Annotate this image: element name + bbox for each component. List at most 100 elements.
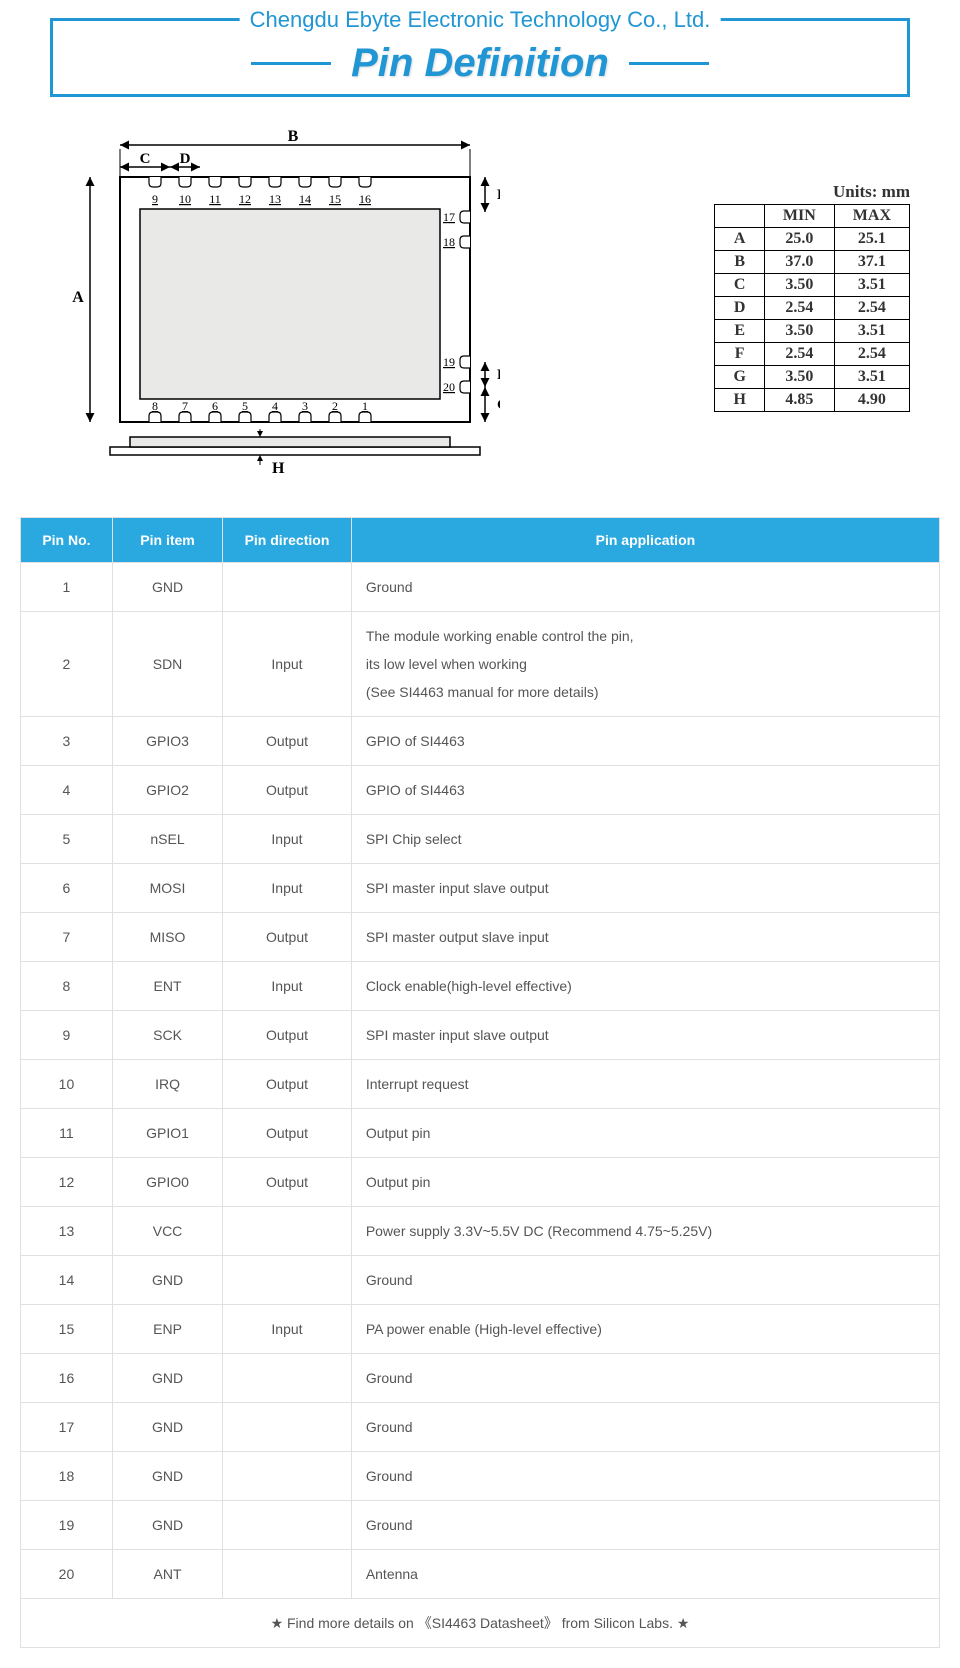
table-row: 14GNDGround: [21, 1256, 940, 1305]
dim-cell: 3.51: [834, 366, 909, 389]
pin-cell: Antenna: [351, 1550, 939, 1599]
dim-row: C3.503.51: [715, 274, 910, 297]
dim-cell: 37.0: [764, 251, 834, 274]
pin-cell: Output: [223, 717, 352, 766]
pin-cell: Ground: [351, 563, 939, 612]
table-row: 1GNDGround: [21, 563, 940, 612]
svg-text:17: 17: [443, 210, 455, 224]
pin-cell: [223, 1452, 352, 1501]
pin-cell: 19: [21, 1501, 113, 1550]
pin-header: Pin item: [112, 518, 222, 563]
table-row: 6MOSIInputSPI master input slave output: [21, 864, 940, 913]
dim-row: B37.037.1: [715, 251, 910, 274]
pin-cell: Power supply 3.3V~5.5V DC (Recommend 4.7…: [351, 1207, 939, 1256]
dim-cell: G: [715, 366, 764, 389]
pin-cell: Interrupt request: [351, 1060, 939, 1109]
dim-header: MAX: [834, 205, 909, 228]
pin-cell: PA power enable (High-level effective): [351, 1305, 939, 1354]
dim-cell: 2.54: [834, 297, 909, 320]
pin-cell: Input: [223, 815, 352, 864]
pin-cell: [223, 1207, 352, 1256]
svg-text:11: 11: [209, 192, 221, 206]
pin-cell: Output pin: [351, 1158, 939, 1207]
pin-cell: GPIO1: [112, 1109, 222, 1158]
pin-cell: MISO: [112, 913, 222, 962]
pin-cell: 12: [21, 1158, 113, 1207]
pin-cell: MOSI: [112, 864, 222, 913]
pin-table-footer: ★ Find more details on 《SI4463 Datasheet…: [21, 1599, 940, 1648]
pin-cell: Input: [223, 612, 352, 717]
company-name: Chengdu Ebyte Electronic Technology Co.,…: [240, 7, 721, 33]
table-row: 12GPIO0OutputOutput pin: [21, 1158, 940, 1207]
pin-cell: Output pin: [351, 1109, 939, 1158]
pin-header: Pin No.: [21, 518, 113, 563]
pin-cell: GPIO2: [112, 766, 222, 815]
module-diagram: B C D 910111213141516 87654321 17181920 …: [50, 127, 500, 497]
pin-cell: Ground: [351, 1354, 939, 1403]
svg-text:15: 15: [329, 192, 341, 206]
decor-line-right: [629, 62, 709, 65]
dim-cell: 2.54: [834, 343, 909, 366]
pin-cell: GPIO0: [112, 1158, 222, 1207]
pin-cell: Output: [223, 1109, 352, 1158]
dim-cell: D: [715, 297, 764, 320]
pin-cell: GND: [112, 563, 222, 612]
pin-header: Pin application: [351, 518, 939, 563]
pin-cell: nSEL: [112, 815, 222, 864]
table-row: 11GPIO1OutputOutput pin: [21, 1109, 940, 1158]
dim-cell: 4.85: [764, 389, 834, 412]
svg-text:3: 3: [302, 399, 308, 413]
diagram-and-dims-row: B C D 910111213141516 87654321 17181920 …: [50, 127, 910, 497]
pin-cell: 16: [21, 1354, 113, 1403]
pin-cell: SDN: [112, 612, 222, 717]
dim-cell: F: [715, 343, 764, 366]
pin-cell: ANT: [112, 1550, 222, 1599]
table-row: 16GNDGround: [21, 1354, 940, 1403]
pin-cell: [223, 563, 352, 612]
table-row: 8ENTInputClock enable(high-level effecti…: [21, 962, 940, 1011]
svg-text:4: 4: [272, 399, 278, 413]
pin-cell: SPI Chip select: [351, 815, 939, 864]
dim-cell: 25.1: [834, 228, 909, 251]
dim-cell: 3.50: [764, 366, 834, 389]
pin-cell: Output: [223, 1011, 352, 1060]
pin-cell: 20: [21, 1550, 113, 1599]
pin-cell: GND: [112, 1501, 222, 1550]
pin-cell: GPIO3: [112, 717, 222, 766]
svg-text:12: 12: [239, 192, 251, 206]
pin-cell: 10: [21, 1060, 113, 1109]
dim-cell: 2.54: [764, 297, 834, 320]
pin-cell: Input: [223, 962, 352, 1011]
pin-cell: GPIO of SI4463: [351, 717, 939, 766]
svg-text:19: 19: [443, 355, 455, 369]
dim-row: A25.025.1: [715, 228, 910, 251]
pin-definition-table: Pin No.Pin itemPin directionPin applicat…: [20, 517, 940, 1648]
dimensions-table: MINMAX A25.025.1B37.037.1C3.503.51D2.542…: [714, 204, 910, 412]
pin-cell: 2: [21, 612, 113, 717]
pin-cell: 13: [21, 1207, 113, 1256]
decor-line-left: [251, 62, 331, 65]
pin-cell: Ground: [351, 1403, 939, 1452]
table-row: 3GPIO3OutputGPIO of SI4463: [21, 717, 940, 766]
svg-text:6: 6: [212, 399, 218, 413]
header-box: Chengdu Ebyte Electronic Technology Co.,…: [50, 18, 910, 97]
dim-row: H4.854.90: [715, 389, 910, 412]
table-row: 17GNDGround: [21, 1403, 940, 1452]
table-row: 13VCCPower supply 3.3V~5.5V DC (Recommen…: [21, 1207, 940, 1256]
pin-cell: Output: [223, 1158, 352, 1207]
pin-cell: ENP: [112, 1305, 222, 1354]
svg-text:5: 5: [242, 399, 248, 413]
pin-cell: Ground: [351, 1452, 939, 1501]
dim-cell: A: [715, 228, 764, 251]
pin-cell: Ground: [351, 1501, 939, 1550]
svg-text:14: 14: [299, 192, 311, 206]
title-row: Pin Definition: [53, 41, 907, 86]
pin-cell: [223, 1501, 352, 1550]
dim-cell: E: [715, 320, 764, 343]
dimensions-section: Units: mm MINMAX A25.025.1B37.037.1C3.50…: [714, 182, 910, 412]
pin-cell: Output: [223, 913, 352, 962]
table-row: 4GPIO2OutputGPIO of SI4463: [21, 766, 940, 815]
pin-cell: 8: [21, 962, 113, 1011]
dim-row: E3.503.51: [715, 320, 910, 343]
pin-cell: Input: [223, 1305, 352, 1354]
